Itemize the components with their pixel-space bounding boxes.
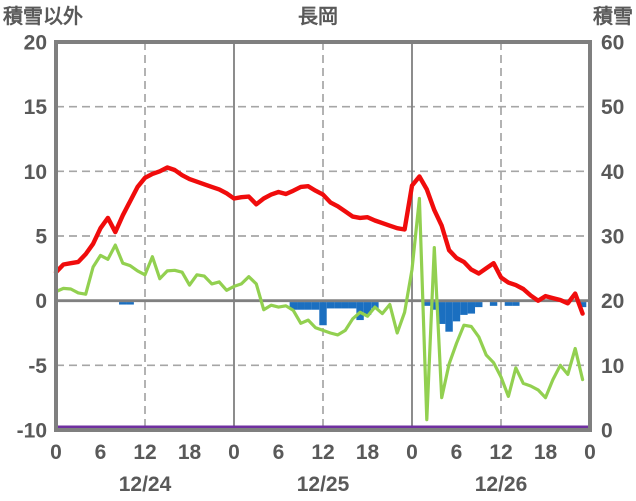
- right-axis-tick: 50: [601, 96, 624, 119]
- date-label: 12/24: [119, 473, 172, 496]
- precip-bar: [126, 302, 134, 305]
- left-axis-tick: 20: [24, 32, 47, 55]
- date-labels: 12/24 12/25 12/26: [119, 473, 528, 496]
- hour-tick-label: 6: [451, 441, 463, 464]
- hour-tick-label: 0: [406, 441, 418, 464]
- right-axis-tick: 10: [601, 355, 624, 378]
- right-axis-tick: 40: [601, 161, 624, 184]
- precip-bar: [504, 302, 513, 306]
- plot-frame: [54, 40, 592, 432]
- precip-bar: [334, 302, 342, 309]
- precip-bar: [423, 302, 431, 306]
- hour-tick-label: 0: [228, 441, 240, 464]
- precip-bar: [119, 302, 127, 305]
- precip-bar: [452, 302, 461, 322]
- left-axis-tick: 15: [24, 96, 48, 119]
- precip-bar: [467, 302, 476, 314]
- hour-tick-label: 6: [273, 441, 285, 464]
- hour-tick-label: 12: [133, 441, 156, 464]
- hour-tick-label: 6: [95, 441, 107, 464]
- precip-bar: [475, 302, 483, 308]
- precip-bar: [445, 302, 453, 332]
- left-axis-tick: 5: [35, 226, 47, 249]
- precip-bar: [363, 302, 372, 315]
- precip-bar: [489, 302, 498, 306]
- hour-tick-label: 12: [311, 441, 334, 464]
- precip-bar: [430, 302, 438, 310]
- right-axis-tick: 20: [601, 290, 624, 313]
- hour-tick-label: 18: [356, 441, 380, 464]
- left-axis-tick: -5: [28, 355, 47, 378]
- right-axis-tick: 0: [601, 420, 613, 443]
- precip-bar: [341, 302, 349, 309]
- hour-labels: 0 6 12 18 0 6 12 18 0 6 12 18 0: [50, 441, 596, 464]
- precip-bar: [348, 302, 357, 309]
- right-axis-tick: 30: [601, 226, 624, 249]
- right-axis-labels: 60 50 40 30 20 10 0: [601, 32, 624, 443]
- precip-bar: [304, 302, 312, 310]
- precip-bar: [326, 302, 335, 309]
- vertical-gridlines: [144, 42, 502, 430]
- right-axis-title: 積雪: [593, 5, 633, 28]
- left-axis-title: 積雪以外: [3, 4, 83, 28]
- right-axis-tick: 60: [601, 32, 624, 55]
- precip-bar: [297, 302, 305, 310]
- chart-title: 長岡: [298, 5, 338, 28]
- left-axis-labels: 20 15 10 5 0 -5 -10: [17, 32, 48, 443]
- red-line: [53, 165, 585, 316]
- hour-tick-label: 12: [489, 441, 512, 464]
- horizontal-gridlines: [56, 105, 590, 367]
- precip-bar: [578, 302, 587, 308]
- precip-bar: [437, 302, 446, 324]
- precip-bar: [311, 302, 320, 310]
- precip-bar: [512, 302, 520, 306]
- hour-tick-label: 0: [584, 441, 596, 464]
- hour-tick-label: 18: [178, 441, 202, 464]
- left-axis-tick: 10: [24, 161, 47, 184]
- precip-bar: [460, 302, 468, 315]
- hour-tick-label: 0: [50, 441, 62, 464]
- precip-bar: [371, 302, 379, 309]
- left-axis-tick: 0: [35, 290, 47, 313]
- left-axis-tick: -10: [17, 420, 47, 443]
- precip-bar: [289, 302, 298, 310]
- precip-bar: [319, 302, 327, 326]
- date-label: 12/26: [475, 473, 528, 496]
- hour-tick-label: 18: [534, 441, 558, 464]
- green-line: [54, 196, 585, 422]
- date-label: 12/25: [297, 473, 350, 496]
